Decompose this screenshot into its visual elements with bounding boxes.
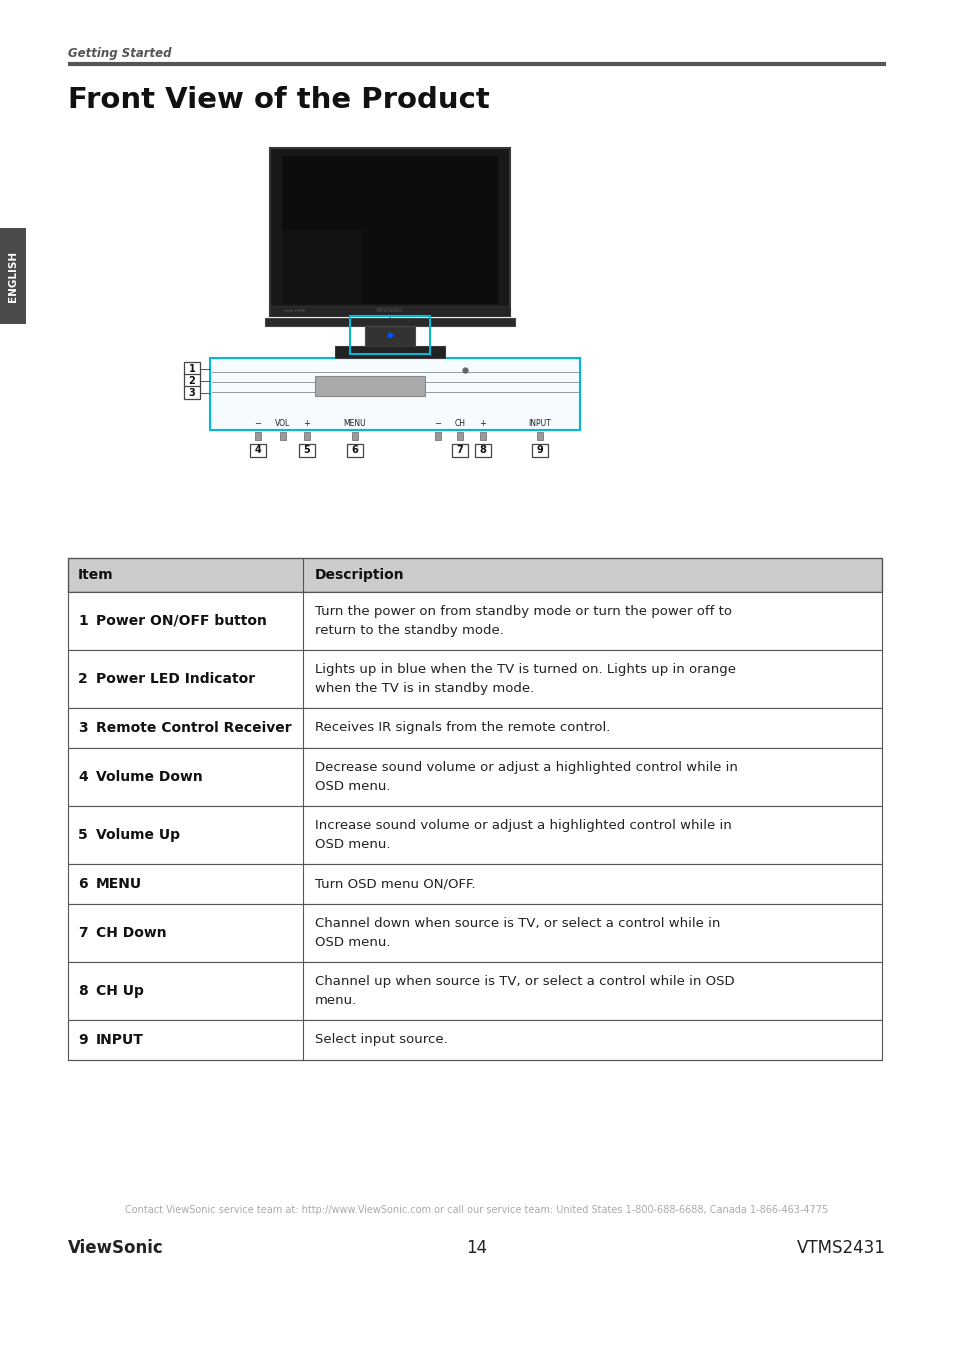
Text: 7: 7 — [78, 926, 88, 940]
Bar — [456, 432, 462, 440]
Text: Power ON/OFF button: Power ON/OFF button — [96, 614, 267, 628]
Bar — [68, 748, 882, 806]
Text: ENGLISH: ENGLISH — [8, 251, 18, 301]
Bar — [68, 963, 882, 1021]
Text: menu.: menu. — [314, 994, 356, 1007]
Text: OSD menu.: OSD menu. — [314, 936, 390, 949]
Text: 2: 2 — [189, 377, 195, 386]
Bar — [282, 230, 361, 304]
Bar — [350, 316, 430, 354]
Bar — [270, 148, 510, 316]
Text: 8: 8 — [479, 446, 486, 455]
Text: High HDMI: High HDMI — [284, 309, 305, 313]
Text: 9: 9 — [536, 446, 543, 455]
Text: −: − — [254, 420, 261, 428]
Text: CH Up: CH Up — [96, 984, 144, 998]
Text: Item: Item — [78, 568, 113, 582]
Text: CH Down: CH Down — [96, 926, 167, 940]
Text: 14: 14 — [466, 1239, 487, 1257]
Bar — [68, 904, 882, 963]
Bar — [250, 444, 266, 458]
Text: 3: 3 — [78, 721, 88, 734]
Bar — [68, 593, 882, 649]
Bar — [314, 377, 424, 396]
Bar — [265, 319, 515, 325]
Text: CH: CH — [454, 420, 465, 428]
Bar — [280, 432, 286, 440]
Bar — [475, 444, 491, 458]
Text: MENU: MENU — [343, 420, 366, 428]
Bar — [304, 432, 310, 440]
Text: 9: 9 — [78, 1033, 88, 1048]
Bar — [365, 325, 415, 346]
Text: −: − — [434, 420, 441, 428]
Text: VIEWSONIC: VIEWSONIC — [375, 309, 404, 313]
Text: 1: 1 — [78, 614, 88, 628]
Bar — [254, 432, 261, 440]
Bar — [282, 157, 497, 304]
Text: Power LED Indicator: Power LED Indicator — [96, 672, 254, 686]
Text: 5: 5 — [78, 828, 88, 842]
Text: Turn the power on from standby mode or turn the power off to: Turn the power on from standby mode or t… — [314, 605, 731, 618]
Bar — [479, 432, 485, 440]
Text: Increase sound volume or adjust a highlighted control while in: Increase sound volume or adjust a highli… — [314, 819, 731, 832]
Text: MENU: MENU — [96, 878, 142, 891]
Text: INPUT: INPUT — [528, 420, 551, 428]
Text: 4: 4 — [78, 769, 88, 784]
Text: Contact ViewSonic service team at: http://www.ViewSonic.com or call our service : Contact ViewSonic service team at: http:… — [125, 1206, 828, 1215]
Text: Lights up in blue when the TV is turned on. Lights up in orange: Lights up in blue when the TV is turned … — [314, 663, 735, 676]
Text: 6: 6 — [78, 878, 88, 891]
Bar — [68, 806, 882, 864]
Bar — [68, 558, 882, 593]
Text: Volume Up: Volume Up — [96, 828, 180, 842]
Text: Description: Description — [314, 568, 404, 582]
Text: VOL: VOL — [275, 420, 291, 428]
Bar — [347, 444, 363, 458]
Text: when the TV is in standby mode.: when the TV is in standby mode. — [314, 682, 534, 695]
Text: 2: 2 — [78, 672, 88, 686]
Bar — [352, 432, 357, 440]
Bar — [537, 432, 542, 440]
Text: 8: 8 — [78, 984, 88, 998]
Text: 4: 4 — [254, 446, 261, 455]
Bar — [210, 358, 579, 431]
Text: +: + — [303, 420, 310, 428]
Bar — [68, 707, 882, 748]
Bar — [184, 386, 200, 400]
Text: Remote Control Receiver: Remote Control Receiver — [96, 721, 292, 734]
Text: Select input source.: Select input source. — [314, 1034, 447, 1046]
Text: Volume Down: Volume Down — [96, 769, 203, 784]
Bar — [298, 444, 314, 458]
Bar — [184, 374, 200, 387]
Text: Turn OSD menu ON/OFF.: Turn OSD menu ON/OFF. — [314, 878, 475, 891]
Bar — [335, 346, 444, 358]
Bar — [68, 649, 882, 707]
Bar — [435, 432, 440, 440]
Text: 7: 7 — [456, 446, 463, 455]
Text: 1: 1 — [189, 364, 195, 374]
Bar — [532, 444, 547, 458]
Text: +: + — [479, 420, 486, 428]
Text: Front View of the Product: Front View of the Product — [68, 86, 489, 113]
Text: OSD menu.: OSD menu. — [314, 780, 390, 794]
Text: return to the standby mode.: return to the standby mode. — [314, 624, 503, 637]
Text: Receives IR signals from the remote control.: Receives IR signals from the remote cont… — [314, 721, 610, 734]
Bar — [0, 228, 26, 324]
Bar — [270, 306, 510, 316]
Text: ViewSonic: ViewSonic — [68, 1239, 164, 1257]
Text: 5: 5 — [303, 446, 310, 455]
Bar — [68, 864, 882, 904]
Text: Channel up when source is TV, or select a control while in OSD: Channel up when source is TV, or select … — [314, 975, 734, 988]
Bar — [68, 1021, 882, 1060]
Text: Channel down when source is TV, or select a control while in: Channel down when source is TV, or selec… — [314, 917, 720, 930]
Text: 6: 6 — [352, 446, 358, 455]
Text: Getting Started: Getting Started — [68, 46, 172, 59]
Text: INPUT: INPUT — [96, 1033, 144, 1048]
Bar — [184, 362, 200, 375]
Text: VTMS2431: VTMS2431 — [797, 1239, 885, 1257]
Text: OSD menu.: OSD menu. — [314, 838, 390, 850]
Bar — [452, 444, 468, 458]
Text: Decrease sound volume or adjust a highlighted control while in: Decrease sound volume or adjust a highli… — [314, 761, 737, 774]
Text: 3: 3 — [189, 387, 195, 398]
